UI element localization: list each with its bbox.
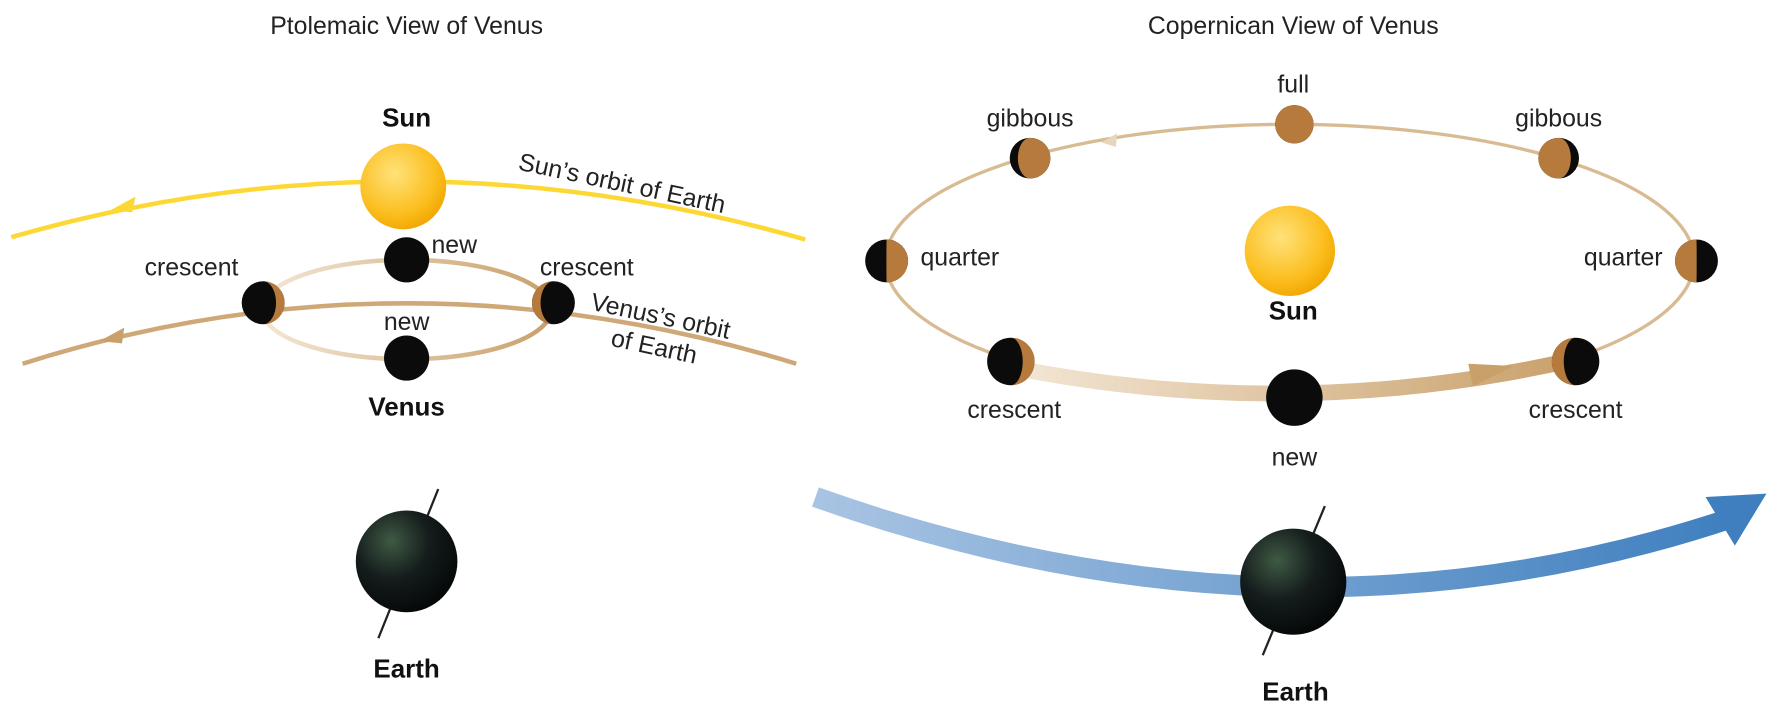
arrow [99, 327, 125, 344]
venus-orbit [21, 301, 797, 366]
arrow [1101, 133, 1118, 147]
label: new [1272, 444, 1318, 471]
label: Earth [1262, 676, 1328, 706]
venus [531, 281, 554, 325]
venus [1266, 369, 1323, 426]
right-title: Copernican View of Venus [1148, 13, 1439, 40]
arrow [110, 196, 136, 213]
venus [1010, 337, 1035, 386]
venus [531, 281, 575, 325]
label: gibbous [1515, 106, 1602, 133]
sun [1244, 205, 1336, 296]
venus [1275, 105, 1314, 144]
label: new [431, 232, 477, 259]
label: Sun [382, 103, 431, 133]
label: Earth [373, 654, 439, 684]
label: crescent [145, 255, 239, 282]
label: full [1277, 72, 1309, 99]
label: Sun’s orbit of Earth [516, 149, 728, 219]
sun [360, 143, 447, 230]
label: Sun [1269, 296, 1318, 326]
label: quarter [921, 244, 1000, 271]
label: crescent [1529, 397, 1623, 424]
venus [1551, 337, 1576, 386]
venus [384, 335, 430, 381]
arrow [1468, 363, 1514, 387]
venus [241, 281, 285, 325]
venus [1674, 239, 1697, 283]
label: Venus [368, 392, 445, 422]
label: crescent [967, 397, 1061, 424]
label: gibbous [987, 106, 1074, 133]
label: new [384, 309, 430, 336]
venus [886, 239, 909, 283]
venus [384, 237, 430, 283]
venus [1017, 137, 1051, 179]
earth [355, 510, 458, 613]
venus [1538, 137, 1571, 179]
left-title: Ptolemaic View of Venus [270, 13, 543, 40]
label: crescent [540, 255, 634, 282]
earth [1240, 528, 1347, 635]
venus [263, 281, 285, 325]
arrow [1705, 493, 1767, 546]
label: quarter [1584, 244, 1663, 271]
